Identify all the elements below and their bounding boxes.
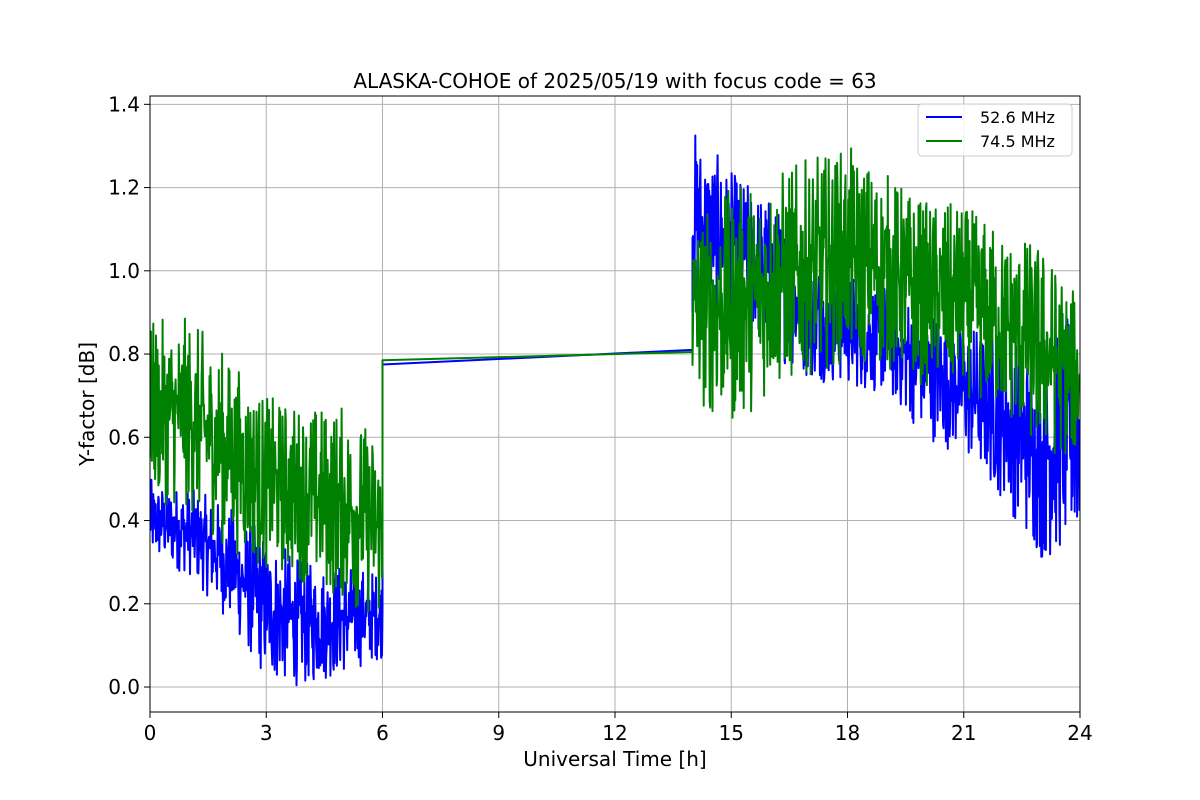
y-tick-label: 0.8	[108, 342, 140, 366]
x-axis: 0 3 6 9 12 15 18 21 24	[144, 712, 1093, 745]
y-tick-label: 0.6	[108, 425, 140, 449]
x-tick-label: 15	[719, 721, 744, 745]
chart-title: ALASKA-COHOE of 2025/05/19 with focus co…	[353, 69, 876, 93]
series-line-1	[150, 147, 1080, 613]
y-axis-title: Y-factor [dB]	[75, 342, 99, 467]
x-tick-label: 21	[951, 721, 976, 745]
series-area	[150, 134, 1080, 687]
legend-label-74-5: 74.5 MHz	[980, 132, 1055, 151]
y-tick-label: 1.0	[108, 259, 140, 283]
y-tick-label: 0.4	[108, 509, 140, 533]
legend: 52.6 MHz 74.5 MHz	[917, 103, 1073, 157]
x-tick-label: 12	[602, 721, 627, 745]
x-tick-label: 9	[492, 721, 505, 745]
x-axis-title: Universal Time [h]	[523, 747, 706, 771]
y-tick-label: 0.0	[108, 675, 140, 699]
x-tick-label: 24	[1067, 721, 1092, 745]
legend-label-52-6: 52.6 MHz	[980, 108, 1055, 127]
x-tick-label: 6	[376, 721, 389, 745]
y-tick-label: 1.4	[108, 92, 140, 116]
x-tick-label: 18	[835, 721, 860, 745]
y-axis: 0.0 0.2 0.4 0.6 0.8 1.0 1.2 1.4	[108, 92, 150, 699]
x-tick-label: 0	[144, 721, 157, 745]
y-tick-label: 1.2	[108, 176, 140, 200]
x-tick-label: 3	[260, 721, 273, 745]
y-tick-label: 0.2	[108, 592, 140, 616]
